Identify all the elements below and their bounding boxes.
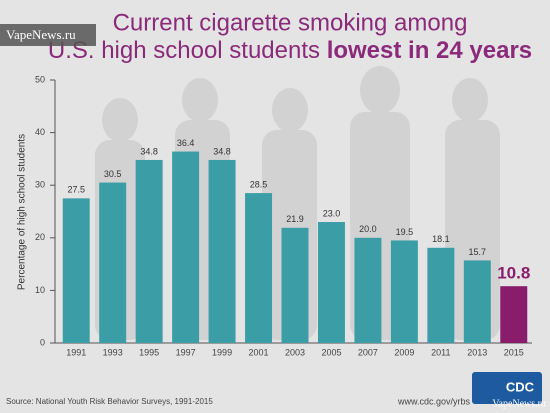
value-label: 23.0 (323, 208, 341, 218)
x-tick-label: 2003 (285, 347, 305, 357)
value-label: 30.5 (104, 169, 122, 179)
url: www.cdc.gov/yrbs (397, 396, 471, 406)
value-label: 18.1 (432, 234, 450, 244)
x-tick-label: 2005 (321, 347, 341, 357)
value-label: 27.5 (67, 185, 85, 195)
x-tick-label: 2009 (394, 347, 414, 357)
bar (390, 240, 418, 343)
y-tick-label: 50 (35, 74, 45, 84)
y-tick-label: 0 (40, 337, 45, 347)
value-label: 10.8 (497, 264, 530, 283)
y-tick-label: 20 (35, 232, 45, 242)
bar (172, 151, 200, 343)
x-tick-label: 2015 (504, 347, 524, 357)
bar (427, 247, 455, 343)
y-tick-label: 10 (35, 285, 45, 295)
logo-box (472, 372, 542, 404)
bar (463, 260, 491, 343)
y-tick-label: 40 (35, 127, 45, 137)
x-tick-label: 1997 (176, 347, 196, 357)
value-label: 34.8 (140, 146, 158, 156)
chart-title: Current cigarette smoking among (113, 9, 468, 36)
bar (317, 222, 345, 343)
bar (354, 237, 382, 343)
watermark: VapeNews.ru (6, 27, 76, 42)
value-label: 36.4 (177, 138, 195, 148)
x-tick-label: 1995 (139, 347, 159, 357)
chart-title: U.S. high school students lowest in 24 y… (48, 37, 532, 64)
x-tick-label: 2011 (431, 347, 450, 357)
watermark-box (0, 24, 96, 46)
watermark: VapeNews.ru (492, 398, 546, 409)
bar (500, 286, 528, 343)
x-tick-label: 2013 (467, 347, 487, 357)
value-label: 21.9 (286, 214, 304, 224)
y-tick-label: 30 (35, 180, 45, 190)
value-label: 20.0 (359, 224, 377, 234)
bar (245, 193, 273, 343)
x-tick-label: 2007 (358, 347, 378, 357)
value-label: 19.5 (396, 227, 414, 237)
value-label: 34.8 (213, 146, 231, 156)
bar (281, 227, 309, 343)
bar (208, 159, 236, 343)
bar (99, 182, 127, 343)
source: Source: National Youth Risk Behavior Sur… (6, 397, 213, 406)
x-tick-label: 1993 (103, 347, 123, 357)
title-highlight: lowest in 24 years (327, 37, 532, 64)
value-label: 15.7 (469, 247, 487, 257)
x-tick-label: 1991 (66, 347, 86, 357)
x-tick-label: 2001 (249, 347, 269, 357)
bar (62, 198, 90, 343)
y-axis-label: Percentage of high school students (17, 134, 28, 290)
x-tick-label: 1999 (212, 347, 232, 357)
logo: CDC (506, 379, 535, 394)
value-label: 28.5 (250, 179, 268, 189)
bar (135, 159, 163, 343)
